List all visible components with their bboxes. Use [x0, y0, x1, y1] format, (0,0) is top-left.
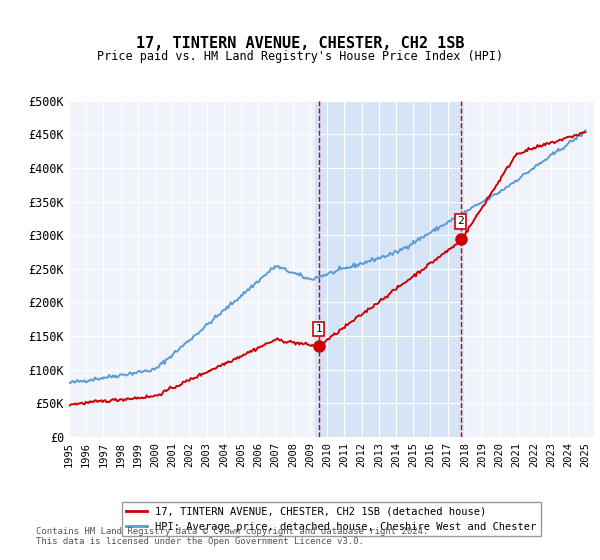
Text: Contains HM Land Registry data © Crown copyright and database right 2024.
This d: Contains HM Land Registry data © Crown c…	[36, 526, 428, 546]
Bar	[315, 101, 463, 437]
Text: Price paid vs. HM Land Registry's House Price Index (HPI): Price paid vs. HM Land Registry's House …	[97, 50, 503, 63]
Text: 1: 1	[315, 324, 322, 334]
Text: 17, TINTERN AVENUE, CHESTER, CH2 1SB: 17, TINTERN AVENUE, CHESTER, CH2 1SB	[136, 36, 464, 52]
Text: 2: 2	[457, 217, 464, 226]
Legend: 17, TINTERN AVENUE, CHESTER, CH2 1SB (detached house), HPI: Average price, detac: 17, TINTERN AVENUE, CHESTER, CH2 1SB (de…	[122, 502, 541, 536]
